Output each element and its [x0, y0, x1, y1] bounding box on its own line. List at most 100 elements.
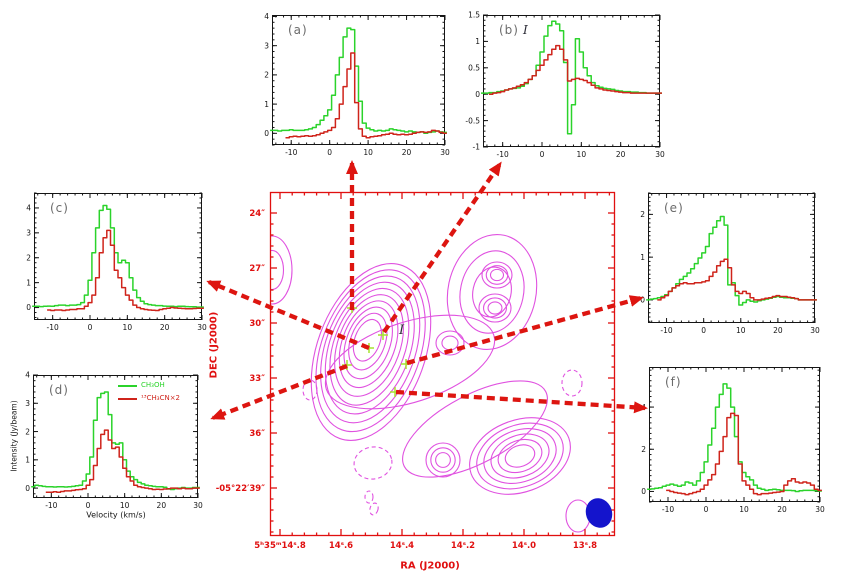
svg-text:10: 10 — [363, 148, 373, 157]
velocity-axis-title: Velocity (km/s) — [86, 510, 146, 520]
svg-text:-10: -10 — [285, 148, 297, 157]
contour-line — [469, 417, 571, 495]
spectrum-panel-a: -10 0 10 20 30 0 1 2 3 4 (a) — [264, 12, 450, 157]
svg-text:0.5: 0.5 — [468, 64, 480, 73]
panel-label-b: (b) I — [499, 23, 529, 37]
spectrum-plot-a: -10 0 10 20 30 0 1 2 3 4 — [264, 12, 450, 157]
svg-text:10: 10 — [120, 501, 130, 510]
contour-line — [435, 452, 451, 468]
negative-contour-line — [364, 490, 374, 504]
series-f-green — [647, 383, 822, 493]
map-xaxis-title: RA (J2000) — [400, 560, 460, 572]
contour-line — [485, 265, 509, 285]
legend-label-ch3cn: ¹³CH₃CN×2 — [141, 394, 181, 402]
plot-frame-c — [34, 193, 202, 320]
axes-d — [33, 374, 199, 498]
panel-label-f: (f) — [665, 375, 682, 389]
negative-contour-line — [561, 369, 583, 397]
svg-text:-05°22′39″: -05°22′39″ — [216, 484, 266, 494]
svg-text:2: 2 — [26, 253, 31, 262]
svg-text:5ʰ35ᵐ14ˢ.8: 5ʰ35ᵐ14ˢ.8 — [254, 541, 306, 551]
panel-label-e: (e) — [664, 201, 684, 215]
contour-map-plot: 5ʰ35ᵐ14ˢ.8 14ˢ.6 14ˢ.4 14ˢ.2 14ˢ.0 13ˢ.8 24″ 27… — [216, 191, 616, 551]
contour-line — [487, 301, 503, 315]
svg-text:14ˢ.6: 14ˢ.6 — [329, 541, 353, 551]
spectrum-plot-c: -10 0 10 20 30 0 1 2 3 4 — [26, 192, 207, 332]
axes-f — [649, 367, 821, 503]
panel-label-b-text: (b) — [499, 23, 519, 37]
axes-c — [34, 192, 203, 320]
svg-text:4: 4 — [26, 204, 31, 213]
svg-text:0: 0 — [327, 148, 332, 157]
svg-text:0: 0 — [704, 505, 709, 514]
contour-line — [504, 444, 536, 468]
svg-text:3: 3 — [25, 399, 30, 408]
contour-line — [497, 438, 543, 474]
spectrum-plot-b: -10 0 10 20 30 -1 -0.5 0 0.5 1 1.5 — [465, 11, 665, 159]
svg-text:-10: -10 — [660, 326, 672, 335]
legend-row-ch3oh: CH₃OH — [118, 379, 180, 392]
svg-text:30: 30 — [655, 150, 665, 159]
contour-line — [310, 263, 432, 441]
svg-text:0: 0 — [640, 296, 645, 305]
series-d-red — [45, 429, 200, 494]
svg-text:30″: 30″ — [249, 319, 265, 329]
svg-text:30: 30 — [815, 505, 825, 514]
svg-text:0: 0 — [86, 501, 91, 510]
svg-text:0: 0 — [641, 487, 646, 496]
svg-text:10: 10 — [123, 323, 133, 332]
svg-text:1: 1 — [26, 278, 31, 287]
contour-line — [483, 428, 557, 484]
svg-text:4: 4 — [641, 403, 646, 412]
contour-line — [324, 314, 496, 410]
series-b-red — [488, 44, 662, 95]
svg-text:0: 0 — [26, 303, 31, 312]
contour-line — [459, 250, 525, 334]
series-d-green — [31, 391, 200, 491]
svg-text:10: 10 — [577, 150, 587, 159]
contour-line — [446, 233, 538, 351]
contour-line — [343, 306, 393, 380]
contour-line — [490, 433, 550, 479]
svg-text:0: 0 — [701, 326, 706, 335]
svg-text:4: 4 — [25, 371, 30, 380]
plot-frame-a — [272, 15, 445, 145]
svg-text:20: 20 — [773, 326, 783, 335]
svg-text:-10: -10 — [497, 150, 509, 159]
spectrum-panel-c: -10 0 10 20 30 0 1 2 3 4 (c) — [26, 192, 207, 332]
svg-text:20: 20 — [616, 150, 626, 159]
svg-text:14ˢ.0: 14ˢ.0 — [512, 541, 536, 551]
legend: CH₃OH ¹³CH₃CN×2 — [118, 379, 180, 405]
svg-text:-10: -10 — [662, 505, 674, 514]
svg-text:0: 0 — [25, 484, 30, 493]
spectrum-panel-e: -10 0 10 20 30 0 1 2 (e) — [640, 192, 820, 335]
contour-line — [430, 447, 456, 473]
plot-frame-e — [648, 193, 815, 323]
panel-label-a: (a) — [288, 23, 308, 37]
contour-line — [425, 442, 461, 478]
svg-text:3: 3 — [264, 41, 269, 50]
negative-contour-line — [353, 446, 393, 480]
contour-map: 5ʰ35ᵐ14ˢ.8 14ˢ.6 14ˢ.4 14ˢ.2 14ˢ.0 13ˢ.8 24″ 27… — [216, 191, 616, 551]
svg-text:1: 1 — [640, 253, 645, 262]
svg-text:2: 2 — [25, 427, 30, 436]
contour-line — [476, 422, 564, 490]
svg-text:4: 4 — [264, 12, 269, 21]
svg-text:20: 20 — [157, 501, 167, 510]
spectrum-plot-d: -10 0 10 20 30 0 1 2 3 4 — [25, 371, 203, 510]
source-I-label: I — [399, 323, 405, 338]
svg-text:2: 2 — [264, 71, 269, 80]
map-frame — [269, 191, 616, 537]
beam-ellipse-icon — [585, 498, 613, 528]
spectrum-panel-b: -10 0 10 20 30 -1 -0.5 0 0.5 1 1.5 (b) I — [465, 11, 665, 159]
svg-text:0: 0 — [475, 90, 480, 99]
contour-line — [482, 297, 508, 319]
axes-b — [483, 14, 661, 148]
svg-text:36″: 36″ — [249, 429, 265, 439]
svg-text:1: 1 — [264, 100, 269, 109]
svg-text:1: 1 — [25, 456, 30, 465]
spectrum-panel-f: -10 0 10 20 30 0 2 4 (f) — [641, 367, 825, 514]
spectrum-panel-d: -10 0 10 20 30 0 1 2 3 4 (d) — [25, 371, 203, 510]
svg-text:20: 20 — [402, 148, 412, 157]
